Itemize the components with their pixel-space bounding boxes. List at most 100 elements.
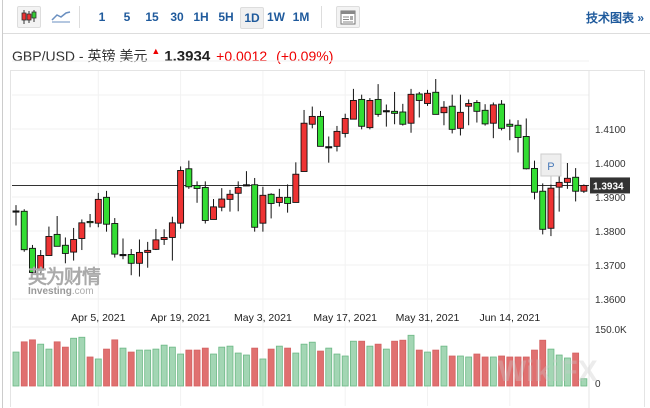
candle [572,168,580,202]
candle-body [572,176,580,192]
candle [391,91,399,125]
price-change: +0.0012 [216,48,268,64]
volume-bar [325,347,333,387]
volume-bar [448,355,456,387]
x-tick-label: May 31, 2021 [396,312,460,324]
candle-body [440,106,448,114]
up-arrow-icon: ▲ [151,46,161,56]
volume-bar [243,354,250,387]
candle-body [415,93,423,101]
candle [267,193,275,219]
interval-5[interactable]: 5 [123,10,131,24]
y-tick-label: 1.4100 [595,125,626,136]
candle [522,118,530,170]
volume-bar [415,349,423,387]
page-left-border [2,0,3,408]
volume-bar [177,353,185,387]
interval-1h[interactable]: 1H [193,10,209,24]
volume-bar [465,356,473,387]
interval-1m[interactable]: 1M [292,10,310,24]
candle-body [168,222,176,238]
volume-bar [78,336,86,387]
candle [201,181,209,224]
candle-body [78,222,86,239]
interval-15[interactable]: 15 [145,10,159,24]
volume-bar [432,349,440,387]
candle [168,216,176,261]
technical-chart-link[interactable]: 技术图表 » [585,11,644,25]
volume-bar [473,353,481,387]
volume-bar [103,348,110,387]
candle-body [20,210,28,251]
candle [407,88,415,133]
y-tick-label: 1.3600 [595,295,626,306]
line-chart-icon[interactable] [50,6,72,26]
candle-body [185,168,193,188]
candle [12,205,20,226]
volume-bar [86,356,94,387]
candle-body [292,173,300,203]
candle [160,229,168,245]
candle [448,94,456,134]
candle-body [514,124,522,138]
interval-30[interactable]: 30 [170,10,184,24]
volume-bar [539,339,547,387]
candle-body [481,109,489,125]
candle-body [456,111,464,129]
candle [193,181,201,203]
investing-watermark: 英为财情 Investing.com [28,262,101,297]
candle-body [522,136,530,170]
candle [531,160,538,200]
candle-body [358,98,366,127]
candle-body [366,99,374,129]
interval-1w[interactable]: 1W [267,10,285,24]
toolbar-divider [79,6,80,28]
volume-bar [29,339,36,387]
interval-5h[interactable]: 5H [218,10,234,24]
interval-1d[interactable]: 1D [240,7,264,29]
candle-body [177,170,185,224]
candle-body [53,233,61,247]
x-tick-label: May 3, 2021 [234,312,292,324]
volume-bar [152,348,160,387]
volume-bar [127,351,135,387]
candle-body [144,249,152,253]
candle-body [242,184,250,187]
volume-bar [160,344,168,387]
candle [45,226,53,256]
candle [432,79,440,115]
marker-label: P [547,161,554,173]
candle [399,103,407,126]
candle [440,101,448,126]
last-price-label-bg [590,177,630,194]
volume-bar [12,351,20,387]
candle-body [37,255,45,271]
candle [374,84,382,117]
candle-body [448,105,456,130]
y-tick-label: 1.3800 [595,227,626,238]
interval-1[interactable]: 1 [98,10,106,24]
candlestick-icon[interactable] [17,6,41,28]
candle-body [563,177,571,183]
candle-body [201,187,209,221]
candle-body [152,239,160,250]
volume-bar [514,356,522,387]
candle-body [251,184,259,228]
volume-bar [300,343,308,387]
candle [78,219,86,251]
candle [349,88,357,120]
chart-panel [10,70,645,407]
candle [382,104,390,127]
volume-bar [317,350,324,387]
x-tick-label: Apr 19, 2021 [151,312,211,324]
candle-body [341,118,349,134]
candle [580,184,588,193]
candle-body [374,98,382,115]
candle-body [399,111,407,125]
candle [135,239,143,277]
volume-bar [111,339,119,387]
candle-body [259,194,267,224]
document-icon[interactable] [336,6,360,28]
volume-bar [506,356,514,387]
